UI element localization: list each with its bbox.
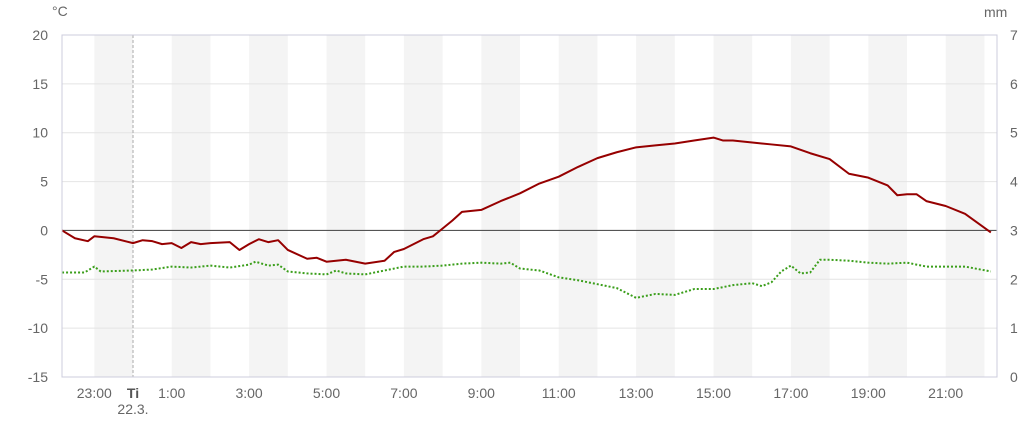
right-tick-label: 3 <box>1010 222 1018 238</box>
right-tick-label: 2 <box>1010 271 1018 287</box>
x-tick-label: 21:00 <box>928 385 963 401</box>
right-tick-label: 7 <box>1010 27 1018 43</box>
right-tick-label: 1 <box>1010 320 1018 336</box>
left-tick-label: -15 <box>28 369 48 385</box>
hour-band <box>481 35 520 377</box>
x-tick-label: 13:00 <box>619 385 654 401</box>
right-tick-label: 6 <box>1010 76 1018 92</box>
hour-band <box>636 35 675 377</box>
hour-band <box>558 35 598 377</box>
right-axis-unit: mm <box>984 4 1007 20</box>
left-tick-label: 0 <box>40 222 48 238</box>
left-tick-label: 5 <box>40 174 48 190</box>
left-axis-unit: °C <box>52 3 68 19</box>
x-tick-label: 23:00 <box>77 385 112 401</box>
plot-border <box>61 34 998 378</box>
right-tick-label: 5 <box>1010 125 1018 141</box>
hour-band <box>94 35 133 377</box>
hour-band <box>326 35 366 377</box>
x-tick-label: 1:00 <box>158 385 185 401</box>
left-tick-label: -5 <box>36 271 49 287</box>
hour-band <box>171 35 211 377</box>
right-tick-label: 0 <box>1010 369 1018 385</box>
x-tick-label: 17:00 <box>773 385 808 401</box>
left-tick-label: 10 <box>32 125 48 141</box>
x-tick-label: 19:00 <box>851 385 886 401</box>
x-tick-label: 7:00 <box>390 385 417 401</box>
hour-bands <box>94 35 985 377</box>
x-tick-label: 5:00 <box>313 385 340 401</box>
hour-band <box>868 35 907 377</box>
right-axis: 7 6 5 4 3 2 1 0 <box>1010 27 1018 385</box>
series-lines <box>61 136 992 299</box>
date-label: 22.3. <box>117 401 148 417</box>
right-tick-label: 4 <box>1010 174 1018 190</box>
hour-band <box>403 35 443 377</box>
left-tick-label: -10 <box>28 320 48 336</box>
x-tick-label: 11:00 <box>542 385 576 401</box>
series-line-solid <box>61 136 992 265</box>
hour-band <box>790 35 830 377</box>
x-tick-label: 9:00 <box>468 385 495 401</box>
left-tick-label: 15 <box>32 76 48 92</box>
left-tick-label: 20 <box>32 27 48 43</box>
day-label: Ti <box>127 385 139 401</box>
series-line-dotted <box>62 258 992 299</box>
x-tick-label: 15:00 <box>696 385 731 401</box>
grid-lines <box>62 34 997 378</box>
x-axis: 23:00 1:00 3:00 5:00 7:00 9:00 11:00 13:00 15:00… <box>77 385 964 401</box>
hour-band <box>713 35 753 377</box>
left-axis: 20 15 10 5 0 -5 -10 -15 <box>28 27 48 385</box>
hour-band <box>945 35 985 377</box>
hour-band <box>249 35 288 377</box>
x-tick-label: 3:00 <box>235 385 262 401</box>
